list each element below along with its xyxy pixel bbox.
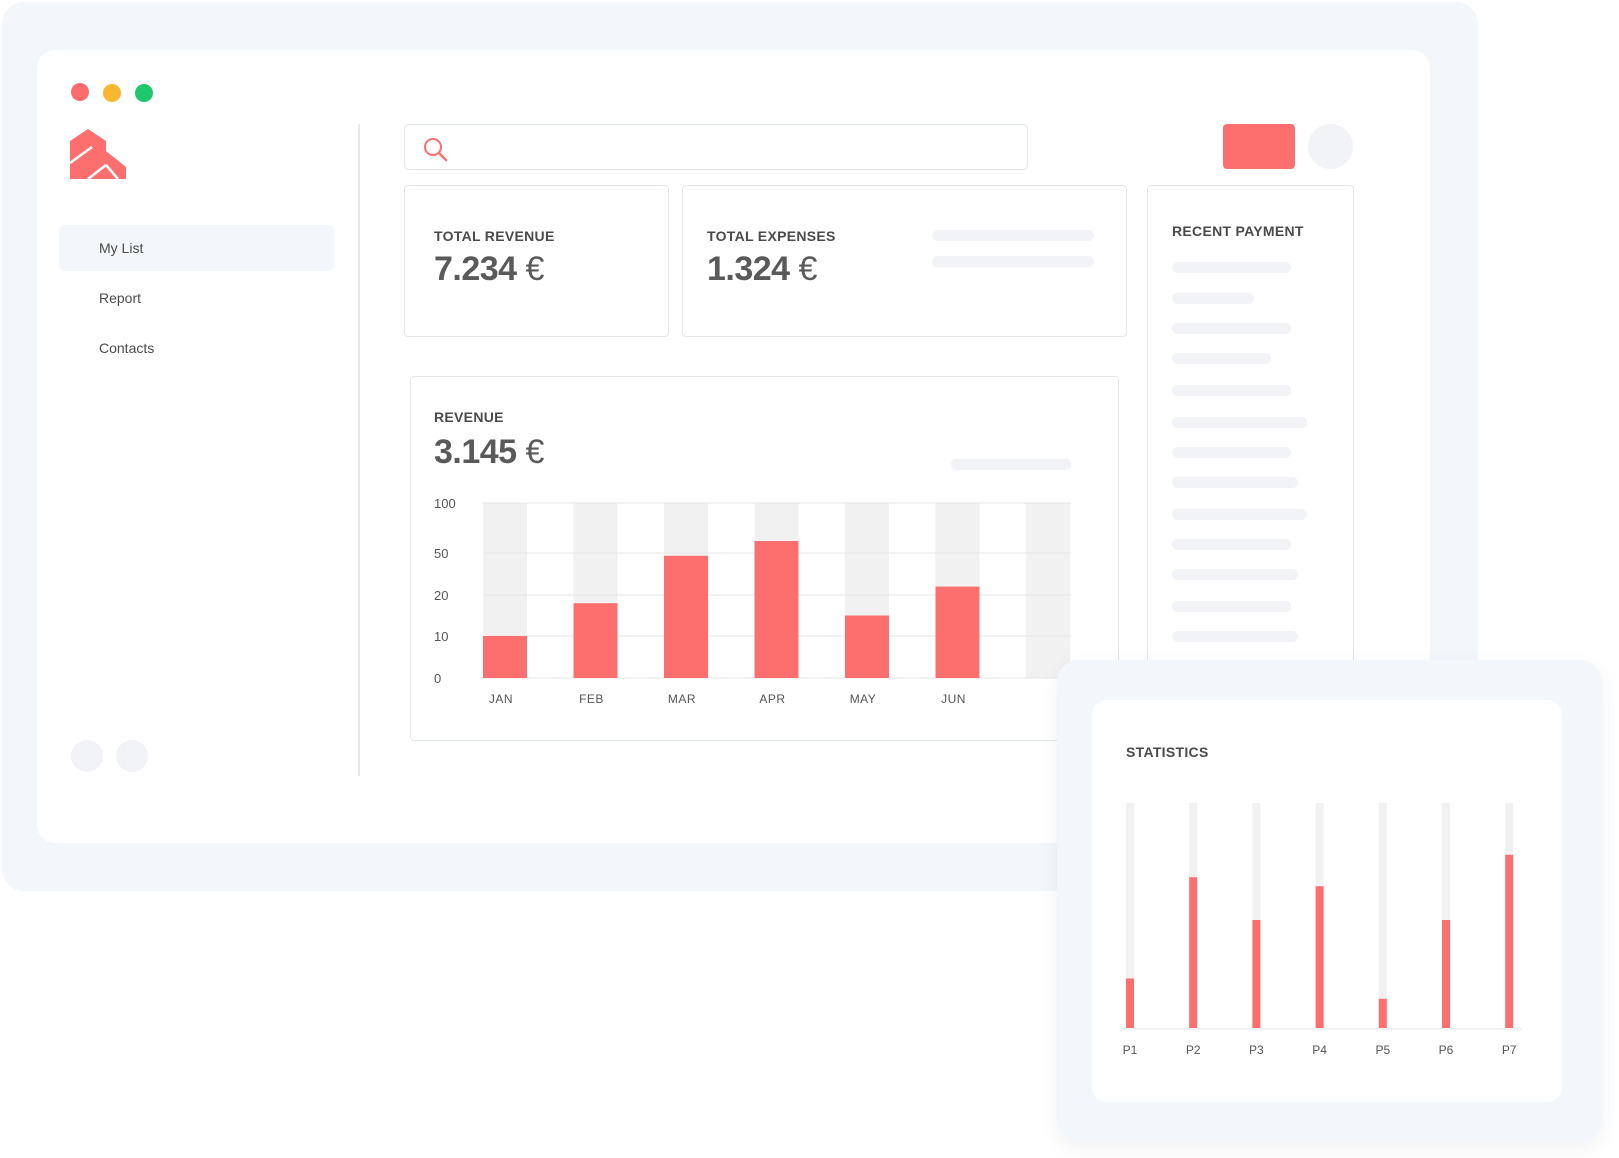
x-tick-label: P2	[1186, 1043, 1201, 1057]
statistics-panel: STATISTICS P1 P2 P3 P4 P5 P6 P7	[1057, 660, 1602, 1142]
total-revenue-value: 7.234 €	[434, 250, 544, 289]
y-tick-label: 10	[434, 629, 448, 644]
x-tick-label: P1	[1123, 1043, 1138, 1057]
placeholder-line	[1172, 569, 1298, 580]
sidebar-item-contacts[interactable]: Contacts	[59, 325, 334, 371]
x-tick-label: MAY	[850, 692, 877, 706]
placeholder-line	[1172, 353, 1271, 364]
placeholder-line	[1172, 447, 1291, 458]
revenue-bar	[935, 586, 980, 678]
currency-symbol: €	[525, 433, 545, 471]
window-minimize-button[interactable]	[103, 84, 121, 102]
user-avatar[interactable]	[1308, 124, 1353, 169]
sidebar-item-report[interactable]: Report	[59, 275, 334, 321]
statistics-bar-chart: P1 P2 P3 P4 P5 P6 P7	[1122, 803, 1522, 1057]
x-tick-label: MAR	[668, 692, 696, 706]
placeholder-line	[1172, 262, 1291, 273]
revenue-bar	[754, 541, 799, 678]
total-expenses-card: TOTAL EXPENSES 1.324 €	[682, 185, 1127, 337]
x-tick-label: P3	[1249, 1043, 1264, 1057]
y-tick-label: 20	[434, 588, 448, 603]
bar-track	[1126, 803, 1134, 1028]
placeholder-line	[951, 459, 1071, 470]
placeholder-line	[1172, 417, 1307, 428]
bar-track	[1252, 803, 1261, 1028]
revenue-bar	[573, 603, 618, 678]
house-logo-icon	[70, 129, 126, 180]
total-revenue-label: TOTAL REVENUE	[434, 228, 555, 244]
sidebar-item-label: Report	[99, 290, 142, 306]
statistics-bar	[1505, 854, 1514, 1028]
revenue-bar	[664, 555, 708, 678]
total-expenses-label: TOTAL EXPENSES	[707, 228, 836, 244]
bar-track	[1442, 803, 1450, 1028]
search-icon	[424, 138, 448, 162]
placeholder-line	[1172, 539, 1291, 550]
total-expenses-amount: 1.324	[707, 250, 790, 288]
x-tick-label: JUN	[941, 692, 966, 706]
bar-track	[1026, 503, 1070, 678]
placeholder-line	[932, 230, 1094, 241]
y-tick-label: 100	[434, 496, 456, 511]
x-tick-label: P4	[1312, 1043, 1327, 1057]
x-tick-label: P5	[1375, 1043, 1390, 1057]
revenue-value: 3.145 €	[434, 433, 544, 472]
sidebar-divider	[358, 124, 360, 776]
placeholder-line	[1172, 509, 1307, 520]
y-tick-label: 50	[434, 546, 448, 561]
statistics-bar	[1315, 886, 1324, 1028]
sidebar-footer-avatar[interactable]	[71, 740, 103, 772]
currency-symbol: €	[798, 250, 818, 288]
revenue-bar	[483, 636, 527, 678]
total-expenses-value: 1.324 €	[707, 250, 817, 289]
x-tick-label: P7	[1502, 1043, 1517, 1057]
statistics-bar	[1378, 998, 1387, 1028]
placeholder-line	[1172, 323, 1291, 334]
statistics-card: STATISTICS P1 P2 P3 P4 P5 P6 P7	[1092, 700, 1562, 1102]
sidebar-item-label: My List	[99, 240, 144, 256]
x-tick-label: FEB	[579, 692, 604, 706]
total-revenue-amount: 7.234	[434, 250, 517, 288]
placeholder-line	[1172, 631, 1298, 642]
x-tick-label: P6	[1439, 1043, 1454, 1057]
revenue-amount: 3.145	[434, 433, 517, 471]
revenue-bar	[845, 615, 889, 678]
statistics-bar	[1189, 877, 1198, 1028]
total-revenue-card: TOTAL REVENUE 7.234 €	[404, 185, 669, 337]
statistics-bar	[1126, 978, 1134, 1028]
statistics-bar	[1252, 920, 1261, 1028]
revenue-card: REVENUE 3.145 € 100 50 20 10 0 JAN FEB MAR APR MA…	[410, 376, 1119, 741]
placeholder-line	[1172, 385, 1291, 396]
recent-payment-label: RECENT PAYMENT	[1172, 223, 1304, 239]
currency-symbol: €	[525, 250, 545, 288]
search-input[interactable]	[461, 133, 1015, 163]
app-window: My List Report Contacts TOTAL REVENUE 7.…	[37, 50, 1430, 843]
x-tick-label: JAN	[489, 692, 513, 706]
x-tick-label: APR	[759, 692, 785, 706]
statistics-label: STATISTICS	[1126, 744, 1209, 760]
sidebar-footer-avatar[interactable]	[116, 740, 148, 772]
revenue-label: REVENUE	[434, 409, 504, 425]
primary-action-button[interactable]	[1223, 124, 1295, 169]
search-bar[interactable]	[404, 124, 1028, 170]
y-tick-label: 0	[434, 671, 441, 686]
placeholder-line	[932, 256, 1094, 267]
placeholder-line	[1172, 293, 1254, 304]
window-maximize-button[interactable]	[135, 84, 153, 102]
statistics-bar	[1442, 920, 1450, 1028]
window-close-button[interactable]	[71, 83, 89, 101]
sidebar-item-my-list[interactable]: My List	[59, 225, 334, 271]
placeholder-line	[1172, 477, 1298, 488]
bar-track	[1378, 803, 1387, 1028]
placeholder-line	[1172, 601, 1291, 612]
sidebar-item-label: Contacts	[99, 340, 155, 356]
